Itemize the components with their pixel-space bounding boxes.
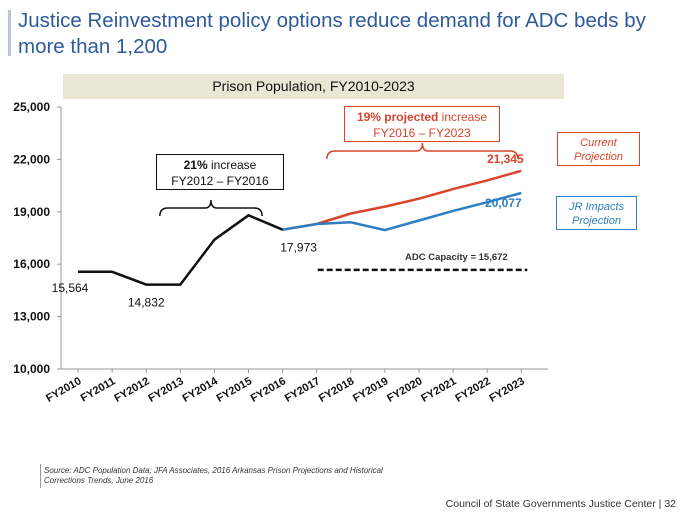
footer-credit: Council of State Governments Justice Cen… [445,498,676,510]
x-tick-label: FY2015 [215,375,254,405]
y-tick-label: 16,000 [13,257,50,271]
y-tick-label: 25,000 [13,100,50,114]
data-label: 14,832 [128,296,165,310]
projected-brace [326,142,519,160]
historical-increase-range: FY2012 – FY2016 [171,174,269,188]
y-tick-label: 19,000 [13,205,50,219]
projected-increase-box: 19% projected increase FY2016 – FY2023 [344,106,500,142]
series-line-current-projection [282,169,522,231]
jr-impacts-projection-legend: JR Impacts Projection [556,196,637,230]
source-divider [40,464,41,488]
historical-increase-word: increase [207,158,257,172]
data-label: 17,973 [280,241,317,255]
chart-title: Prison Population, FY2010-2023 [63,74,564,99]
projected-increase-word: increase [438,110,488,124]
x-tick-label: FY2010 [44,375,83,405]
data-label: 21,345 [487,152,524,166]
historical-brace [159,199,263,217]
title-accent-bar [8,10,11,56]
x-tick-label: FY2023 [487,375,526,405]
adc-capacity-label: ADC Capacity = 15,672 [405,252,508,263]
y-tick-label: 22,000 [13,152,50,166]
x-tick-label: FY2017 [283,375,322,405]
x-tick-label: FY2021 [419,375,458,405]
historical-increase-percent: 21% [183,158,208,172]
x-tick-label: FY2020 [385,375,424,405]
x-tick-label: FY2013 [146,375,185,405]
y-tick-label: 13,000 [13,310,50,324]
x-tick-label: FY2022 [453,375,492,405]
x-tick-label: FY2014 [181,375,221,405]
current-projection-legend: Current Projection [557,132,640,166]
data-label: 15,564 [52,281,89,295]
x-tick-label: FY2011 [79,375,118,404]
historical-increase-box: 21% increase FY2012 – FY2016 [156,154,284,190]
y-tick-label: 10,000 [13,362,50,376]
slide-title: Justice Reinvestment policy options redu… [18,9,646,58]
x-tick-label: FY2016 [249,375,288,405]
projected-increase-percent: 19% projected [356,110,439,124]
data-label: 20,077 [485,196,522,210]
series-line-historical [78,214,284,286]
source-note: Source: ADC Population Data; JFA Associa… [44,466,383,485]
x-tick-label: FY2012 [112,375,151,405]
x-tick-label: FY2019 [351,375,390,405]
x-tick-label: FY2018 [317,375,356,405]
projected-increase-range: FY2016 – FY2023 [373,126,471,140]
series-line-jr-impacts-projection [282,191,522,232]
